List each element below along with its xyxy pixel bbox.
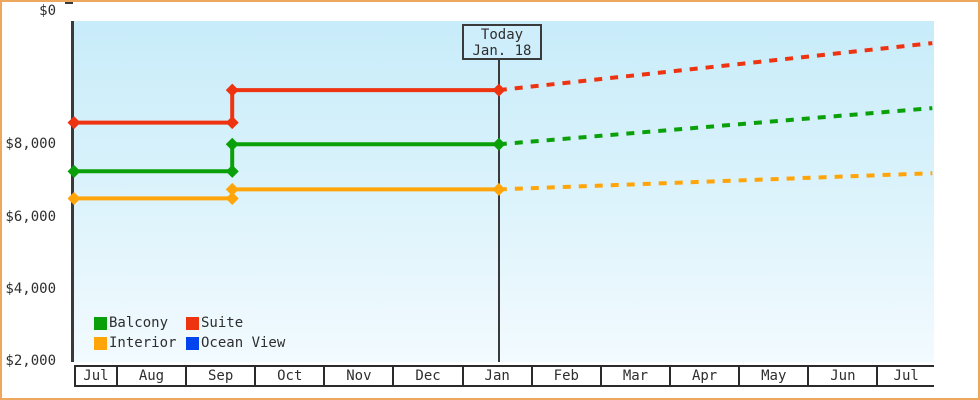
series-point-suite xyxy=(67,116,81,130)
y-axis-label: $2,000 xyxy=(5,353,56,369)
today-annotation-date: Jan. 18 xyxy=(472,43,532,59)
y-axis-label: $8,000 xyxy=(5,136,56,152)
x-axis-month-band: Jul Aug Sep Oct Nov Dec Jan Feb Mar Apr … xyxy=(74,365,934,387)
series-point-suite xyxy=(225,116,239,130)
y-axis-label: $6,000 xyxy=(5,209,56,225)
legend-item-suite: Suite xyxy=(186,313,285,333)
month-cell-jan: Jan xyxy=(464,367,533,385)
month-cell-dec: Dec xyxy=(394,367,464,385)
month-cell-mar: Mar xyxy=(602,367,672,385)
series-line-interior-history xyxy=(74,187,499,201)
series-point-suite xyxy=(492,83,506,97)
month-cell-aug: Aug xyxy=(118,367,188,385)
series-point-interior xyxy=(67,191,81,205)
y-axis-label: $4,000 xyxy=(5,281,56,297)
series-line-interior-forecast xyxy=(498,171,933,192)
suite-color-swatch-icon xyxy=(186,316,199,330)
legend: Balcony Suite Interior Ocean View xyxy=(94,313,285,353)
today-vertical-line xyxy=(498,58,500,362)
interior-color-swatch-icon xyxy=(94,336,107,350)
balcony-color-swatch-icon xyxy=(94,316,107,330)
y-axis-line xyxy=(71,21,74,362)
legend-label: Balcony xyxy=(109,315,169,331)
today-annotation-title: Today xyxy=(480,27,524,43)
month-cell-sep: Sep xyxy=(187,367,257,385)
month-cell-jul: Jul xyxy=(76,367,118,385)
series-line-balcony-history xyxy=(74,142,499,174)
ocean-view-color-swatch-icon xyxy=(186,336,199,350)
legend-item-balcony: Balcony xyxy=(94,313,186,333)
series-point-balcony xyxy=(225,137,239,151)
legend-label: Suite xyxy=(201,315,244,331)
month-cell-jun: Jun xyxy=(809,367,879,385)
series-line-balcony-forecast xyxy=(498,106,933,147)
legend-item-ocean-view: Ocean View xyxy=(186,333,285,353)
plot-area xyxy=(74,21,934,362)
month-cell-oct: Oct xyxy=(256,367,326,385)
legend-label: Ocean View xyxy=(201,335,286,351)
month-cell-jul2: Jul xyxy=(893,368,919,384)
legend-item-interior: Interior xyxy=(94,333,186,353)
legend-label: Interior xyxy=(109,335,177,351)
series-point-suite xyxy=(225,83,239,97)
series-point-interior xyxy=(225,182,239,196)
today-annotation-box: Today Jan. 18 xyxy=(462,24,542,60)
y-axis-tick xyxy=(65,2,73,4)
month-cell-may: May xyxy=(740,367,810,385)
month-cell-feb: Feb xyxy=(533,367,602,385)
series-point-balcony xyxy=(225,164,239,178)
series-point-interior xyxy=(225,191,239,205)
series-point-interior xyxy=(492,182,506,196)
chart-series-canvas xyxy=(67,41,933,205)
month-cell-nov: Nov xyxy=(325,367,395,385)
series-line-suite-history xyxy=(74,88,499,125)
month-cell-apr: Apr xyxy=(671,367,741,385)
series-line-suite-forecast xyxy=(498,41,933,93)
series-point-balcony xyxy=(67,164,81,178)
y-axis-label: $0 xyxy=(39,3,56,19)
series-point-balcony xyxy=(492,137,506,151)
